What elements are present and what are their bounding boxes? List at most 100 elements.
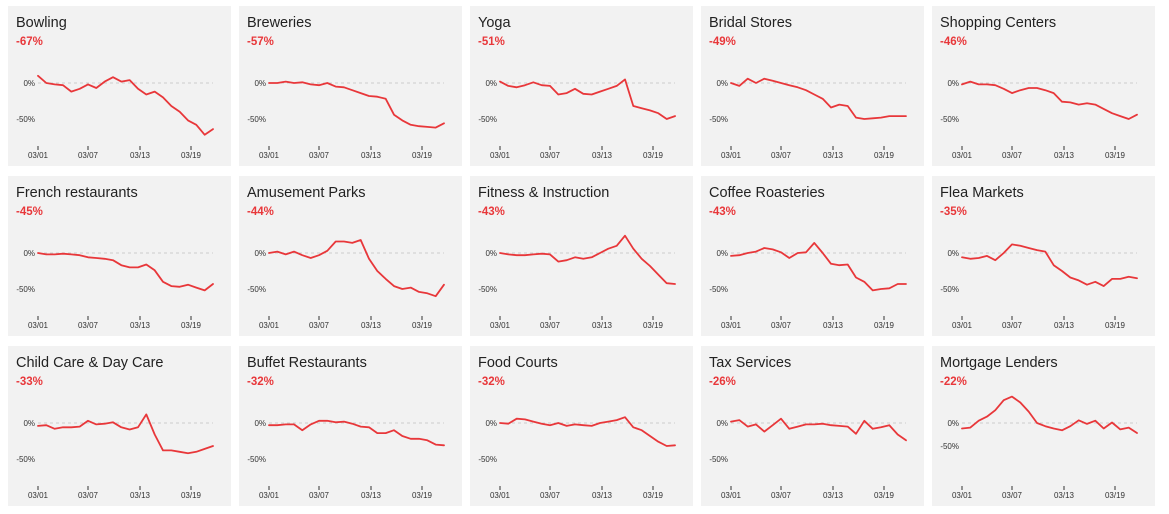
change-value: -44% — [247, 206, 274, 218]
line-chart: 0% -50% 03/01 03/07 03/13 03/19 — [709, 242, 907, 330]
x-tick-label: 03/13 — [1054, 491, 1075, 500]
line-chart: 0% -50% 03/01 03/07 03/13 03/19 — [247, 239, 445, 330]
y-tick-label: 0% — [947, 249, 959, 258]
chart-panel: Bridal Stores -49% 0% -50% 03/01 03/07 03/13 03… — [701, 6, 924, 166]
x-tick-label: 03/19 — [874, 491, 895, 500]
line-chart: 0% -50% 03/01 03/07 03/13 03/19 — [478, 416, 676, 500]
y-tick-label: 0% — [254, 419, 266, 428]
x-tick-label: 03/13 — [592, 491, 613, 500]
series-line — [499, 78, 676, 120]
y-tick-label: -50% — [709, 455, 728, 464]
y-tick-label: 0% — [23, 79, 35, 88]
y-tick-label: -50% — [16, 285, 35, 294]
change-value: -35% — [940, 206, 967, 218]
x-tick-label: 03/19 — [1105, 151, 1126, 160]
change-value: -43% — [478, 206, 505, 218]
x-tick-label: 03/07 — [1002, 321, 1023, 330]
x-tick-label: 03/01 — [721, 151, 742, 160]
change-value: -46% — [940, 36, 967, 48]
series-line — [37, 413, 214, 455]
chart-title: Amusement Parks — [247, 185, 366, 201]
y-tick-label: 0% — [485, 249, 497, 258]
x-tick-label: 03/01 — [952, 491, 973, 500]
x-tick-label: 03/01 — [952, 151, 973, 160]
y-tick-label: -50% — [940, 442, 959, 451]
series-line — [730, 417, 907, 442]
chart-title: Breweries — [247, 15, 312, 31]
x-tick-label: 03/13 — [1054, 321, 1075, 330]
y-tick-label: -50% — [709, 115, 728, 124]
chart-panel: Mortgage Lenders -22% 0% -50% 03/01 03/07 03/1… — [932, 346, 1155, 506]
x-tick-label: 03/19 — [412, 151, 433, 160]
chart-panel: Tax Services -26% 0% -50% 03/01 03/07 03/13 03/… — [701, 346, 924, 506]
line-chart: 0% -50% 03/01 03/07 03/13 03/19 — [709, 77, 907, 160]
x-tick-label: 03/13 — [361, 491, 382, 500]
line-chart: 0% -50% 03/01 03/07 03/13 03/19 — [709, 417, 907, 500]
chart-panel: Shopping Centers -46% 0% -50% 03/01 03/07 03/1… — [932, 6, 1155, 166]
x-tick-label: 03/19 — [181, 491, 202, 500]
x-tick-label: 03/01 — [952, 321, 973, 330]
change-value: -51% — [478, 36, 505, 48]
y-tick-label: -50% — [478, 285, 497, 294]
series-line — [730, 242, 907, 292]
x-tick-label: 03/07 — [309, 491, 330, 500]
series-line — [268, 419, 445, 447]
change-value: -57% — [247, 36, 274, 48]
x-tick-label: 03/19 — [1105, 491, 1126, 500]
x-tick-label: 03/13 — [130, 321, 151, 330]
x-tick-label: 03/13 — [1054, 151, 1075, 160]
x-tick-label: 03/13 — [823, 151, 844, 160]
y-tick-label: -50% — [247, 285, 266, 294]
chart-panel: French restaurants -45% 0% -50% 03/01 03/07 03… — [8, 176, 231, 336]
x-tick-label: 03/13 — [130, 491, 151, 500]
line-chart: 0% -50% 03/01 03/07 03/13 03/19 — [940, 243, 1138, 330]
chart-panel: Amusement Parks -44% 0% -50% 03/01 03/07 03/13… — [239, 176, 462, 336]
chart-title: Tax Services — [709, 355, 792, 371]
x-tick-label: 03/13 — [823, 321, 844, 330]
y-tick-label: 0% — [23, 249, 35, 258]
chart-title: Child Care & Day Care — [16, 355, 164, 371]
x-tick-label: 03/01 — [28, 491, 49, 500]
x-tick-label: 03/01 — [721, 321, 742, 330]
chart-title: Flea Markets — [940, 185, 1024, 201]
chart-title: Fitness & Instruction — [478, 185, 610, 201]
x-tick-label: 03/19 — [643, 491, 664, 500]
x-tick-label: 03/07 — [309, 151, 330, 160]
x-tick-label: 03/13 — [361, 321, 382, 330]
x-tick-label: 03/19 — [643, 151, 664, 160]
line-chart: 0% -50% 03/01 03/07 03/13 03/19 — [16, 249, 214, 330]
y-tick-label: -50% — [16, 115, 35, 124]
x-tick-label: 03/19 — [643, 321, 664, 330]
chart-panel: Food Courts -32% 0% -50% 03/01 03/07 03/13 03/1… — [470, 346, 693, 506]
y-tick-label: -50% — [247, 455, 266, 464]
chart-title: Yoga — [478, 15, 511, 31]
line-chart: 0% -50% 03/01 03/07 03/13 03/19 — [16, 413, 214, 500]
y-tick-label: 0% — [485, 419, 497, 428]
chart-title: Bridal Stores — [709, 15, 793, 31]
y-tick-label: 0% — [716, 79, 728, 88]
chart-panel: Breweries -57% 0% -50% 03/01 03/07 03/13 03/19 — [239, 6, 462, 166]
y-tick-label: 0% — [254, 79, 266, 88]
change-value: -43% — [709, 206, 736, 218]
y-tick-label: -50% — [478, 115, 497, 124]
x-tick-label: 03/07 — [771, 321, 792, 330]
x-tick-label: 03/13 — [592, 321, 613, 330]
chart-panel: Flea Markets -35% 0% -50% 03/01 03/07 03/13 03/… — [932, 176, 1155, 336]
line-chart: 0% -50% 03/01 03/07 03/13 03/19 — [940, 395, 1138, 500]
x-tick-label: 03/01 — [259, 491, 280, 500]
x-tick-label: 03/07 — [78, 321, 99, 330]
x-tick-label: 03/07 — [771, 151, 792, 160]
chart-title: Shopping Centers — [940, 15, 1057, 31]
x-tick-label: 03/07 — [771, 491, 792, 500]
x-tick-label: 03/13 — [361, 151, 382, 160]
change-value: -32% — [247, 376, 274, 388]
series-line — [730, 77, 907, 120]
line-chart: 0% -50% 03/01 03/07 03/13 03/19 — [478, 78, 676, 160]
x-tick-label: 03/19 — [1105, 321, 1126, 330]
series-line — [961, 80, 1138, 120]
x-tick-label: 03/19 — [412, 321, 433, 330]
chart-panel: Bowling -67% 0% -50% 03/01 03/07 03/13 03/19 — [8, 6, 231, 166]
line-chart: 0% -50% 03/01 03/07 03/13 03/19 — [478, 234, 676, 330]
chart-title: Bowling — [16, 15, 67, 31]
x-tick-label: 03/07 — [540, 151, 561, 160]
